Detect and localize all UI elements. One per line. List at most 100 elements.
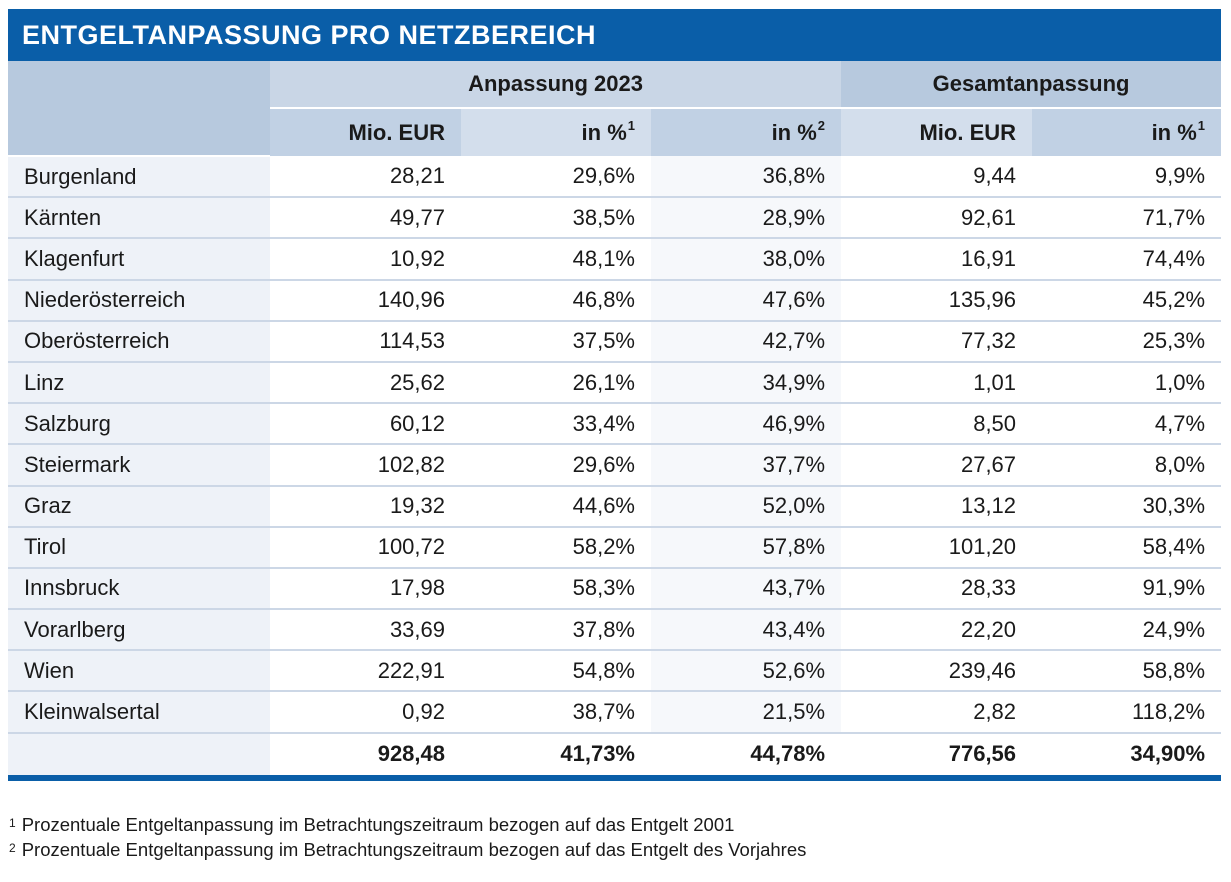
cell-value: 43,4% xyxy=(651,609,842,652)
row-name: Salzburg xyxy=(8,403,270,446)
cell-value: 38,0% xyxy=(651,238,842,281)
table-container: ENTGELTANPASSUNG PRO NETZBEREICH Anpassu… xyxy=(8,9,1222,781)
sub-header-pct-total: in %1 xyxy=(1032,108,1222,156)
cell-value: 100,72 xyxy=(270,526,461,569)
sub-header-row: Mio. EUR in %1 in %2 Mio. EUR in %1 xyxy=(8,108,1222,156)
cell-value: 47,6% xyxy=(651,279,842,322)
cell-value: 9,9% xyxy=(1032,156,1222,199)
cell-value: 140,96 xyxy=(270,279,461,322)
cell-value: 91,9% xyxy=(1032,567,1222,611)
cell-value: 58,3% xyxy=(461,567,651,611)
cell-value: 27,67 xyxy=(841,444,1033,487)
cell-value: 28,9% xyxy=(651,197,842,240)
row-name: Linz xyxy=(8,361,270,405)
cell-value: 13,12 xyxy=(841,485,1033,528)
cell-value: 49,77 xyxy=(270,197,461,240)
cell-value: 52,6% xyxy=(651,650,842,693)
row-name: Steiermark xyxy=(8,444,270,487)
cell-value: 37,5% xyxy=(461,320,651,363)
cell-value: 30,3% xyxy=(1032,485,1222,528)
cell-value: 37,8% xyxy=(461,609,651,652)
cell-value: 25,3% xyxy=(1032,320,1222,363)
cell-value: 19,32 xyxy=(270,485,461,528)
cell-value: 77,32 xyxy=(841,320,1033,363)
table-row: Innsbruck 17,98 58,3% 43,7% 28,33 91,9% xyxy=(8,567,1222,611)
total-value: 44,78% xyxy=(750,741,826,767)
table-row: Niederösterreich 140,96 46,8% 47,6% 135,96 45… xyxy=(8,279,1222,322)
title-bar: ENTGELTANPASSUNG PRO NETZBEREICH xyxy=(8,9,1221,61)
total-value: 41,73% xyxy=(560,741,635,767)
cell-value: 16,91 xyxy=(841,238,1033,281)
cell-value: 1,0% xyxy=(1032,361,1222,405)
footnote-1: 1 Prozentuale Entgeltanpassung im Betrach… xyxy=(9,814,735,835)
row-name: Vorarlberg xyxy=(8,609,270,652)
group-header-anpassung: Anpassung 2023 xyxy=(270,61,842,109)
cell-value: 58,4% xyxy=(1032,526,1222,569)
cell-value: 58,2% xyxy=(461,526,651,569)
row-name: Innsbruck xyxy=(8,567,270,611)
cell-value: 38,7% xyxy=(461,691,651,734)
row-name: Klagenfurt xyxy=(8,238,270,281)
table-row: Kleinwalsertal 0,92 38,7% 21,5% 2,82 118,2% xyxy=(8,691,1222,734)
cell-value: 239,46 xyxy=(841,650,1033,693)
total-row: 928,48 41,73% 44,78% 776,56 34,90% xyxy=(8,732,1221,775)
row-name: Niederösterreich xyxy=(8,279,270,322)
cell-value: 118,2% xyxy=(1032,691,1222,734)
cell-value: 10,92 xyxy=(270,238,461,281)
table-row: Steiermark 102,82 29,6% 37,7% 27,67 8,0% xyxy=(8,444,1222,487)
row-name: Tirol xyxy=(8,526,270,569)
cell-value: 57,8% xyxy=(651,526,842,569)
footnote-2: 2 Prozentuale Entgeltanpassung im Betrach… xyxy=(9,839,807,860)
cell-value: 36,8% xyxy=(651,156,842,199)
cell-value: 29,6% xyxy=(461,444,651,487)
cell-value: 0,92 xyxy=(270,691,461,734)
cell-value: 1,01 xyxy=(841,361,1033,405)
cell-value: 48,1% xyxy=(461,238,651,281)
sub-header-mio-eur-total: Mio. EUR xyxy=(841,108,1033,156)
cell-value: 54,8% xyxy=(461,650,651,693)
table-row: Kärnten 49,77 38,5% 28,9% 92,61 71,7% xyxy=(8,197,1222,240)
row-label-header xyxy=(8,61,270,157)
cell-value: 28,33 xyxy=(841,567,1033,611)
cell-value: 33,4% xyxy=(461,403,651,446)
total-value: 928,48 xyxy=(377,741,445,767)
cell-value: 22,20 xyxy=(841,609,1033,652)
row-name: Burgenland xyxy=(8,156,270,199)
cell-value: 45,2% xyxy=(1032,279,1222,322)
cell-value: 9,44 xyxy=(841,156,1033,199)
table-row: Oberösterreich 114,53 37,5% 42,7% 77,32 25,3% xyxy=(8,320,1222,363)
table-row: Burgenland 28,21 29,6% 36,8% 9,44 9,9% xyxy=(8,156,1222,199)
cell-value: 17,98 xyxy=(270,567,461,611)
table-row: Salzburg 60,12 33,4% 46,9% 8,50 4,7% xyxy=(8,403,1222,446)
sub-header-pct-1: in %1 xyxy=(461,108,651,156)
table-title: ENTGELTANPASSUNG PRO NETZBEREICH xyxy=(22,19,597,50)
table-body: Burgenland 28,21 29,6% 36,8% 9,44 9,9% Kärnten… xyxy=(8,156,1222,775)
sub-header-mio-eur: Mio. EUR xyxy=(270,108,461,156)
cell-value: 21,5% xyxy=(651,691,842,734)
cell-value: 44,6% xyxy=(461,485,651,528)
cell-value: 42,7% xyxy=(651,320,842,363)
total-value: 776,56 xyxy=(948,741,1017,767)
total-value: 34,90% xyxy=(1130,741,1206,767)
cell-value: 71,7% xyxy=(1032,197,1222,240)
table-row: Graz 19,32 44,6% 52,0% 13,12 30,3% xyxy=(8,485,1222,528)
cell-value: 46,8% xyxy=(461,279,651,322)
cell-value: 8,0% xyxy=(1032,444,1222,487)
cell-value: 102,82 xyxy=(270,444,461,487)
group-header-row: Anpassung 2023 Gesamtanpassung xyxy=(8,61,1222,157)
cell-value: 135,96 xyxy=(841,279,1033,322)
bottom-rule xyxy=(8,774,1221,781)
table-row: Tirol 100,72 58,2% 57,8% 101,20 58,4% xyxy=(8,526,1222,569)
cell-value: 46,9% xyxy=(651,403,842,446)
row-name: Kärnten xyxy=(8,197,270,240)
cell-value: 34,9% xyxy=(651,361,842,405)
row-name: Kleinwalsertal xyxy=(8,691,270,734)
cell-value: 2,82 xyxy=(841,691,1033,734)
table-row: Linz 25,62 26,1% 34,9% 1,01 1,0% xyxy=(8,361,1222,405)
row-name: Graz xyxy=(8,485,270,528)
cell-value: 37,7% xyxy=(651,444,842,487)
total-label-cell xyxy=(8,732,270,775)
group-header-gesamt: Gesamtanpassung xyxy=(841,61,1222,109)
cell-value: 24,9% xyxy=(1032,609,1222,652)
row-name: Wien xyxy=(8,650,270,693)
